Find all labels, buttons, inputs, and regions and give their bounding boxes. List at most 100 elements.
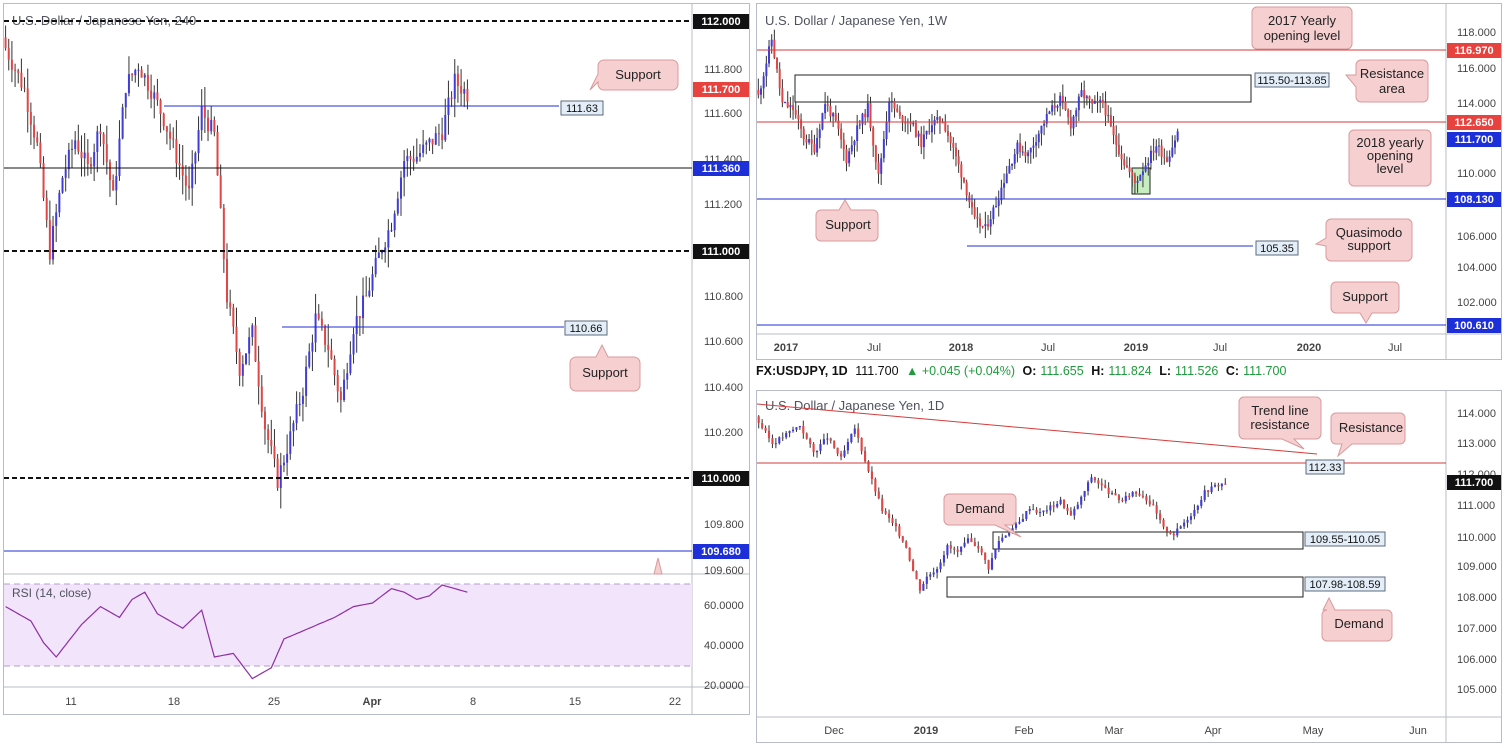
callout-pointer-bottom xyxy=(653,557,663,575)
badge-110000 xyxy=(693,471,749,486)
badge-111000 xyxy=(693,244,749,259)
callout-support-weekly xyxy=(815,199,879,242)
candle-bear xyxy=(1131,171,1134,176)
candle-bear xyxy=(1217,484,1220,487)
candle-bear xyxy=(805,139,808,143)
candle-bull xyxy=(936,569,939,573)
candle-bull xyxy=(1147,163,1150,166)
candle-bear xyxy=(984,552,987,561)
candle-bear xyxy=(941,122,944,124)
candle-bull xyxy=(295,404,298,424)
rsi-tick: 40.0000 xyxy=(704,640,744,652)
badge-111000-text: 111.000 xyxy=(702,246,741,258)
candle-bear xyxy=(4,37,7,49)
candle-bull xyxy=(861,113,864,125)
date-tick: 2017 xyxy=(774,342,798,354)
callout-demand-upper-text: Demand xyxy=(955,501,1004,516)
candle-bull xyxy=(368,290,371,297)
candle-bull xyxy=(848,151,851,164)
candle-bull xyxy=(301,395,304,404)
price-tick: 111.600 xyxy=(704,108,742,120)
candle-bear xyxy=(953,548,956,550)
candle-bull xyxy=(912,122,915,125)
chart-daily-panel[interactable]: U.S. Dollar / Japanese Yen, 1D 112.33 10… xyxy=(756,390,1502,743)
candle-bear xyxy=(263,411,266,430)
candle-bull xyxy=(843,450,846,457)
candle-bull xyxy=(1155,146,1158,153)
candle-bull xyxy=(826,438,829,440)
candle-bear xyxy=(1165,526,1169,532)
candle-bull xyxy=(1189,516,1193,520)
callout-quasimodo-line: support xyxy=(1347,238,1391,253)
candle-bull xyxy=(1083,491,1086,497)
candle-bear xyxy=(330,350,333,359)
candle-bear xyxy=(829,105,832,117)
candle-bear xyxy=(254,325,257,362)
callout-resistance-text: Resistance xyxy=(1339,420,1403,435)
callout-2017-yearly-line: 2017 Yearly xyxy=(1268,13,1336,28)
candle-bear xyxy=(159,100,162,115)
date-tick: 11 xyxy=(65,696,76,708)
candle-bull xyxy=(995,205,998,208)
candle-bull xyxy=(241,363,244,376)
badge-109680 xyxy=(693,544,749,559)
date-tick: Jul xyxy=(867,342,881,354)
candle-bear xyxy=(441,134,444,141)
candle-bear xyxy=(914,122,917,137)
date-tick: Jun xyxy=(1409,725,1427,737)
candle-bear xyxy=(222,207,225,259)
chart-4h-panel[interactable]: U.S. Dollar / Japanese Yen, 240 RSI (14,… xyxy=(3,3,750,715)
candle-bull xyxy=(463,88,466,94)
price-tick: 109.800 xyxy=(704,519,744,531)
candle-bear xyxy=(786,102,789,108)
candle-bear xyxy=(981,226,984,228)
candle-bull xyxy=(850,433,853,443)
chart-weekly-panel[interactable]: U.S. Dollar / Japanese Yen, 1W 115.50-11… xyxy=(756,3,1502,360)
candle-bull xyxy=(784,102,787,104)
candle-bull xyxy=(425,142,428,145)
candle-bear xyxy=(1120,154,1123,160)
badge-100610 xyxy=(1447,318,1501,333)
demand-lower-label: 107.98-108.59 xyxy=(1310,579,1381,591)
candle-bull xyxy=(1176,528,1179,536)
candle-bear xyxy=(952,142,955,148)
chart-daily-canvas[interactable]: U.S. Dollar / Japanese Yen, 1D 112.33 10… xyxy=(757,391,1502,743)
callout-2018-yearly-line: 2018 yearly xyxy=(1356,135,1424,150)
candle-bear xyxy=(888,513,891,519)
candle-bear xyxy=(412,158,415,162)
candle-bull xyxy=(966,538,970,543)
candle-bull xyxy=(428,138,431,143)
chart-4h-canvas[interactable]: U.S. Dollar / Japanese Yen, 240 RSI (14,… xyxy=(4,4,750,715)
date-tick: Feb xyxy=(1015,725,1034,737)
candle-bear xyxy=(112,180,115,191)
candle-bear xyxy=(1145,496,1148,501)
candle-bear xyxy=(836,447,839,454)
badge-last-price xyxy=(693,82,749,97)
candle-bull xyxy=(399,177,402,199)
candle-bull xyxy=(349,354,352,374)
candle-bull xyxy=(396,198,399,214)
price-tick: 108.000 xyxy=(1457,592,1497,604)
candle-bull xyxy=(832,113,835,117)
candle-bull xyxy=(381,252,384,254)
date-tick: 22 xyxy=(669,696,681,708)
badge-108130-text: 108.130 xyxy=(1454,194,1494,206)
candle-bull xyxy=(127,74,130,94)
close-value: 111.700 xyxy=(1243,364,1287,378)
candle-bear xyxy=(1109,115,1112,127)
candle-bear xyxy=(36,137,39,143)
candle-bull xyxy=(67,149,70,170)
candle-bull xyxy=(1149,150,1152,164)
candle-bear xyxy=(216,132,219,176)
candle-bear xyxy=(781,437,784,439)
candle-bear xyxy=(1123,159,1126,166)
date-tick: Apr xyxy=(1204,725,1221,737)
candle-bear xyxy=(833,440,836,448)
candle-bear xyxy=(45,197,48,221)
candle-bear xyxy=(188,185,191,189)
chart-weekly-canvas[interactable]: U.S. Dollar / Japanese Yen, 1W 115.50-11… xyxy=(757,4,1502,360)
candle-bull xyxy=(1090,477,1093,483)
candle-bull xyxy=(788,431,791,433)
candle-bear xyxy=(864,450,867,462)
candle-bear xyxy=(339,391,342,401)
